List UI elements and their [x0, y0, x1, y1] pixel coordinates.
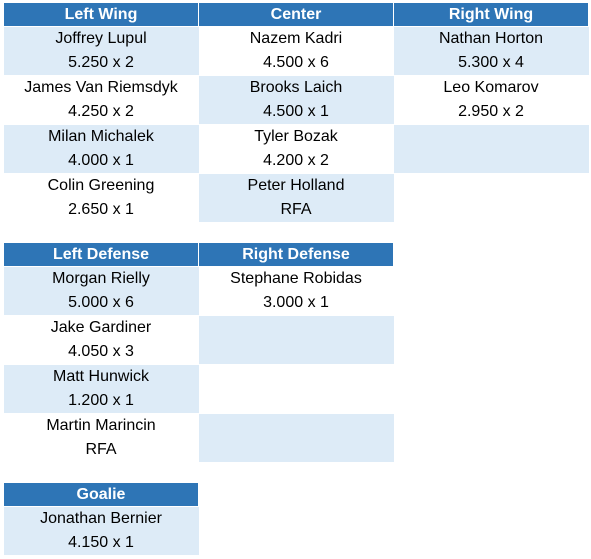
player-cell: Peter Holland RFA: [198, 173, 394, 223]
table-row: James Van Riemsdyk 4.250 x 2 Brooks Laich…: [3, 75, 589, 125]
player-contract: 3.000 x 1: [263, 294, 329, 311]
forwards-table: Left Wing Center Right Wing Joffrey Lupu…: [3, 3, 589, 223]
player-name: Jonathan Bernier: [40, 510, 162, 527]
player-name: Nazem Kadri: [249, 30, 343, 47]
player-name: Brooks Laich: [249, 79, 343, 96]
player-contract: 5.300 x 4: [458, 54, 524, 71]
player-contract: 1.200 x 1: [68, 392, 134, 409]
table-row: Jonathan Bernier 4.150 x 1: [3, 506, 199, 556]
header-goalie: Goalie: [3, 483, 199, 507]
player-contract: RFA: [85, 441, 117, 458]
player-contract: 4.500 x 6: [263, 54, 329, 71]
goalie-table: Goalie Jonathan Bernier 4.150 x 1: [3, 483, 199, 556]
empty-cell: [393, 173, 589, 223]
header-left-defense: Left Defense: [3, 243, 199, 267]
empty-cell: [198, 315, 394, 365]
player-cell: Martin Marincin RFA: [3, 413, 199, 463]
header-right-wing: Right Wing: [393, 3, 589, 27]
empty-cell: [393, 124, 589, 174]
table-row: Martin Marincin RFA: [3, 413, 394, 463]
table-header-row: Left Wing Center Right Wing: [3, 3, 589, 27]
player-cell: Matt Hunwick 1.200 x 1: [3, 364, 199, 414]
player-cell: Milan Michalek 4.000 x 1: [3, 124, 199, 174]
player-contract: 4.050 x 3: [68, 343, 134, 360]
player-name: Matt Hunwick: [52, 368, 150, 385]
player-cell: Brooks Laich 4.500 x 1: [198, 75, 394, 125]
player-name: Colin Greening: [47, 177, 155, 194]
player-contract: 4.150 x 1: [68, 534, 134, 551]
player-cell: Colin Greening 2.650 x 1: [3, 173, 199, 223]
player-name: Leo Komarov: [443, 79, 539, 96]
player-contract: 2.650 x 1: [68, 201, 134, 218]
player-name: Tyler Bozak: [254, 128, 338, 145]
header-center: Center: [198, 3, 394, 27]
table-row: Jake Gardiner 4.050 x 3: [3, 315, 394, 365]
player-cell: Stephane Robidas 3.000 x 1: [198, 266, 394, 316]
table-row: Morgan Rielly 5.000 x 6 Stephane Robidas 3…: [3, 266, 394, 316]
player-cell: Nathan Horton 5.300 x 4: [393, 26, 589, 76]
player-name: Martin Marincin: [46, 417, 156, 434]
player-name: Morgan Rielly: [52, 270, 150, 287]
player-name: Joffrey Lupul: [55, 30, 147, 47]
player-name: Stephane Robidas: [230, 270, 362, 287]
table-row: Joffrey Lupul 5.250 x 2 Nazem Kadri 4.500 …: [3, 26, 589, 76]
player-contract: 5.000 x 6: [68, 294, 134, 311]
header-right-defense: Right Defense: [198, 243, 394, 267]
player-cell: Tyler Bozak 4.200 x 2: [198, 124, 394, 174]
header-left-wing: Left Wing: [3, 3, 199, 27]
player-name: Nathan Horton: [438, 30, 544, 47]
table-row: Milan Michalek 4.000 x 1 Tyler Bozak 4.200…: [3, 124, 589, 174]
player-cell: Nazem Kadri 4.500 x 6: [198, 26, 394, 76]
player-contract: 2.950 x 2: [458, 103, 524, 120]
defense-table: Left Defense Right Defense Morgan Rielly…: [3, 243, 394, 463]
player-name: Milan Michalek: [48, 128, 154, 145]
player-name: James Van Riemsdyk: [24, 79, 178, 96]
table-row: Colin Greening 2.650 x 1 Peter Holland RFA: [3, 173, 589, 223]
player-cell: Morgan Rielly 5.000 x 6: [3, 266, 199, 316]
empty-cell: [198, 413, 394, 463]
empty-cell: [198, 364, 394, 414]
player-cell: Jonathan Bernier 4.150 x 1: [3, 506, 199, 556]
player-contract: 5.250 x 2: [68, 54, 134, 71]
player-name: Jake Gardiner: [50, 319, 152, 336]
table-header-row: Left Defense Right Defense: [3, 243, 394, 267]
player-contract: 4.200 x 2: [263, 152, 329, 169]
player-cell: Joffrey Lupul 5.250 x 2: [3, 26, 199, 76]
player-contract: 4.500 x 1: [263, 103, 329, 120]
player-contract: 4.250 x 2: [68, 103, 134, 120]
player-cell: James Van Riemsdyk 4.250 x 2: [3, 75, 199, 125]
player-name: Peter Holland: [247, 177, 345, 194]
player-contract: RFA: [280, 201, 312, 218]
player-cell: Leo Komarov 2.950 x 2: [393, 75, 589, 125]
player-contract: 4.000 x 1: [68, 152, 134, 169]
player-cell: Jake Gardiner 4.050 x 3: [3, 315, 199, 365]
table-header-row: Goalie: [3, 483, 199, 507]
table-row: Matt Hunwick 1.200 x 1: [3, 364, 394, 414]
